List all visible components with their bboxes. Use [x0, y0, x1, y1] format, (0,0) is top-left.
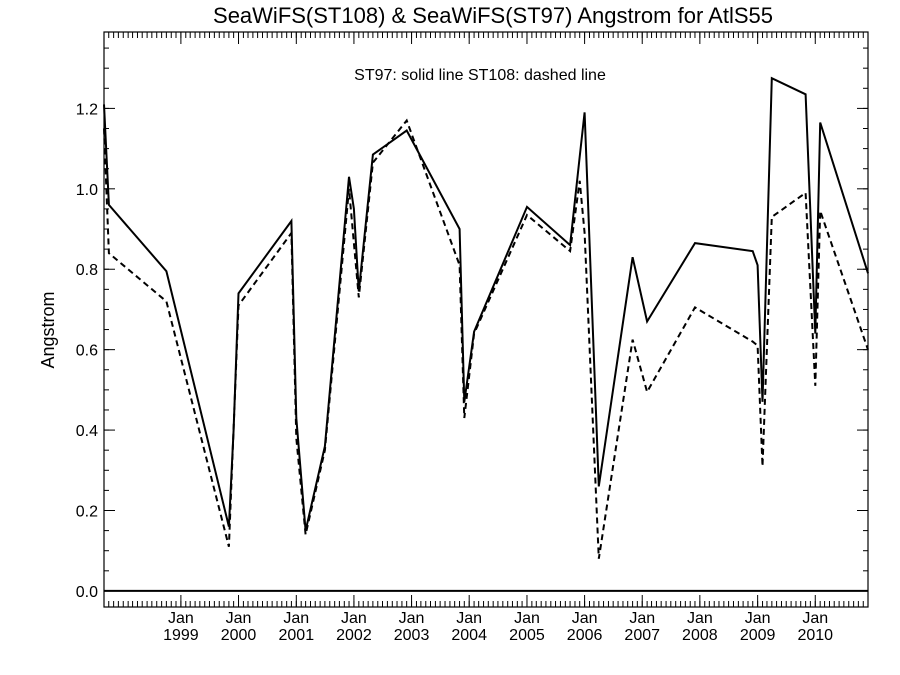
x-tick-label-month: Jan — [802, 610, 828, 627]
y-tick-label: 1.2 — [76, 101, 98, 118]
x-tick-label-year: 2001 — [279, 627, 315, 644]
y-tick-label: 1.0 — [76, 182, 98, 199]
x-tick-label-month: Jan — [572, 610, 598, 627]
x-tick-label-month: Jan — [341, 610, 367, 627]
y-tick-label: 0.2 — [76, 503, 98, 520]
x-tick-label-year: 2008 — [682, 627, 718, 644]
x-tick-label-month: Jan — [745, 610, 771, 627]
x-tick-label-year: 2009 — [740, 627, 776, 644]
x-tick-label-year: 2003 — [394, 627, 430, 644]
y-tick-label: 0.6 — [76, 343, 98, 360]
plot-frame — [103, 31, 869, 608]
x-tick-label-month: Jan — [168, 610, 194, 627]
x-tick-label-month: Jan — [456, 610, 482, 627]
x-tick-label-month: Jan — [399, 610, 425, 627]
x-tick-label-year: 2000 — [221, 627, 257, 644]
series-line-st108 — [103, 118, 869, 559]
x-tick-label-year: 2005 — [509, 627, 545, 644]
chart-title: SeaWiFS(ST108) & SeaWiFS(ST97) Angstrom … — [213, 3, 773, 28]
series-style-annotation: ST97: solid line ST108: dashed line — [354, 67, 606, 84]
x-tick-label-month: Jan — [514, 610, 540, 627]
x-tick-label-month: Jan — [226, 610, 252, 627]
x-tick-label-month: Jan — [687, 610, 713, 627]
x-tick-label-year: 2002 — [336, 627, 372, 644]
x-tick-label-month: Jan — [283, 610, 309, 627]
x-tick-label-year: 2006 — [567, 627, 603, 644]
x-tick-label-year: 2007 — [624, 627, 660, 644]
y-tick-label: 0.4 — [76, 423, 98, 440]
plot-area: 0.00.20.40.60.81.01.2Jan1999Jan2000Jan20… — [76, 31, 869, 644]
x-tick-label-year: 2010 — [797, 627, 833, 644]
x-tick-label-month: Jan — [629, 610, 655, 627]
x-tick-label-year: 1999 — [163, 627, 199, 644]
y-axis-label: Angstrom — [38, 291, 58, 368]
series-line-st97 — [103, 76, 869, 531]
x-tick-label-year: 2004 — [451, 627, 487, 644]
y-tick-label: 0.0 — [76, 584, 98, 601]
y-tick-label: 0.8 — [76, 262, 98, 279]
